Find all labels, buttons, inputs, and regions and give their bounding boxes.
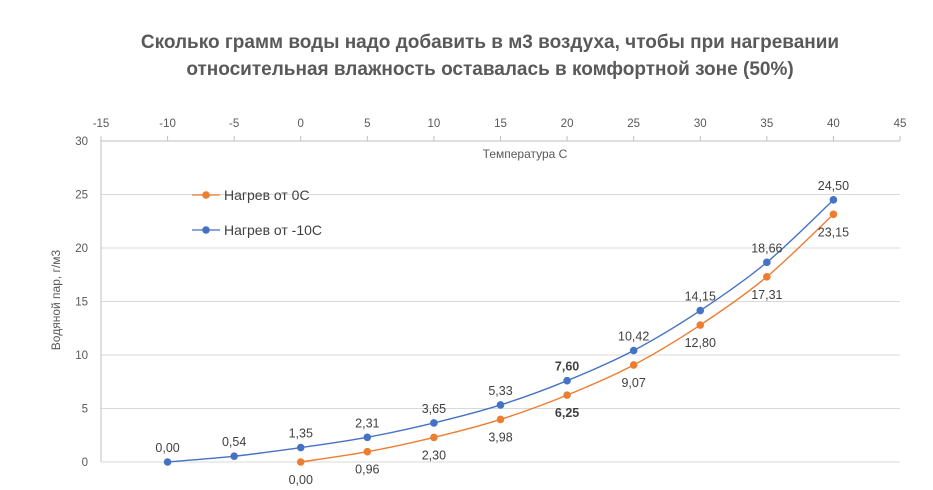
chart-title-line-2: относительная влажность оставалась в ком… <box>186 59 793 80</box>
data-labels: 0,00 0,54 1,35 2,31 3,65 5,33 7,60 10,42 14,15 18… <box>155 179 849 487</box>
data-label-heating-from-0: 2,30 <box>422 448 446 462</box>
data-point-heating-from-minus10 <box>563 376 571 385</box>
y-tick-label: 30 <box>75 136 88 148</box>
x-tick-label: -15 <box>93 118 110 130</box>
legend-item-heating-from-0: Нагрев от 0С <box>192 187 310 203</box>
data-point-heating-from-0 <box>430 433 438 442</box>
series-layer <box>163 196 838 466</box>
data-point-heating-from-0 <box>496 415 505 424</box>
x-tick-label: 10 <box>428 118 441 130</box>
data-label-heating-from-minus10: 2,31 <box>355 416 379 430</box>
x-tick-label: 45 <box>894 118 907 130</box>
data-point-heating-from-minus10 <box>363 433 372 442</box>
x-tick-label: 40 <box>827 118 840 130</box>
x-tick-label: 25 <box>627 118 640 130</box>
data-point-heating-from-minus10 <box>230 452 238 461</box>
legend-marker-heating-from-0 <box>202 191 210 199</box>
y-tick-label: 25 <box>75 190 88 202</box>
legend: Нагрев от 0С Нагрев от -10С <box>192 187 322 238</box>
data-point-heating-from-0 <box>363 447 372 456</box>
data-label-heating-from-0: 12,80 <box>685 336 716 350</box>
data-label-heating-from-0: 17,31 <box>751 288 782 302</box>
data-label-heating-from-minus10: 10,42 <box>618 330 649 344</box>
data-label-heating-from-0: 23,15 <box>818 225 849 239</box>
y-tick-label: 10 <box>75 350 88 362</box>
x-tick-label: 20 <box>561 118 574 130</box>
x-tick-label: 0 <box>298 118 304 130</box>
data-point-heating-from-minus10 <box>629 346 638 355</box>
data-label-heating-from-minus10: 5,33 <box>488 384 512 398</box>
data-point-heating-from-0 <box>763 272 771 281</box>
data-point-heating-from-minus10 <box>496 401 505 409</box>
data-label-heating-from-0: 0,96 <box>355 463 379 477</box>
data-point-heating-from-minus10 <box>696 306 705 315</box>
data-point-heating-from-minus10 <box>163 458 172 466</box>
data-label-heating-from-0: 9,07 <box>621 376 645 390</box>
data-label-heating-from-minus10: 0,00 <box>155 441 179 455</box>
data-label-heating-from-minus10: 1,35 <box>289 427 313 441</box>
data-point-heating-from-0 <box>629 361 638 369</box>
data-label-heating-from-0: 6,25 <box>555 406 579 420</box>
data-label-heating-from-0: 0,00 <box>289 473 313 487</box>
y-axis-title: Водяной пар, г/м3 <box>49 249 63 350</box>
y-tick-label: 20 <box>75 243 88 255</box>
data-point-heating-from-minus10 <box>430 419 438 427</box>
axes <box>100 136 901 463</box>
data-label-heating-from-0: 3,98 <box>488 430 512 444</box>
y-tick-label: 15 <box>75 297 88 309</box>
legend-label-heating-from-minus10: Нагрев от -10С <box>224 222 322 238</box>
x-tick-label: 30 <box>694 118 707 130</box>
data-point-heating-from-minus10 <box>763 258 771 267</box>
gridlines <box>101 140 900 409</box>
x-tick-label: 35 <box>760 118 773 130</box>
x-tick-labels: -15 -10 -5 0 5 10 15 20 25 30 35 40 45 <box>93 118 907 130</box>
data-point-heating-from-minus10 <box>296 443 305 452</box>
data-point-heating-from-0 <box>563 391 571 399</box>
data-point-heating-from-0 <box>829 210 838 219</box>
x-tick-label: -5 <box>229 118 239 130</box>
legend-marker-heating-from-minus10 <box>202 226 210 234</box>
data-label-heating-from-minus10: 3,65 <box>422 402 446 416</box>
data-label-heating-from-minus10: 24,50 <box>818 179 849 193</box>
data-point-heating-from-minus10 <box>829 196 838 204</box>
chart-title-line-1: Сколько грамм воды надо добавить в м3 во… <box>141 32 839 53</box>
y-tick-labels: 0 5 10 15 20 25 30 <box>75 136 88 469</box>
data-point-heating-from-0 <box>296 458 305 466</box>
x-tick-label: -10 <box>159 118 176 130</box>
data-label-heating-from-minus10: 18,66 <box>751 241 782 255</box>
x-axis-title: Температура С <box>483 147 568 161</box>
x-tick-label: 5 <box>364 118 370 130</box>
data-label-heating-from-minus10: 7,60 <box>555 360 579 374</box>
data-label-heating-from-minus10: 0,54 <box>222 435 246 449</box>
y-tick-label: 0 <box>82 457 88 469</box>
data-label-heating-from-minus10: 14,15 <box>685 290 716 304</box>
legend-item-heating-from-minus10: Нагрев от -10С <box>192 222 322 238</box>
x-tick-label: 15 <box>494 118 507 130</box>
y-tick-label: 5 <box>82 404 88 416</box>
data-point-heating-from-0 <box>696 321 705 329</box>
legend-label-heating-from-0: Нагрев от 0С <box>224 187 310 203</box>
